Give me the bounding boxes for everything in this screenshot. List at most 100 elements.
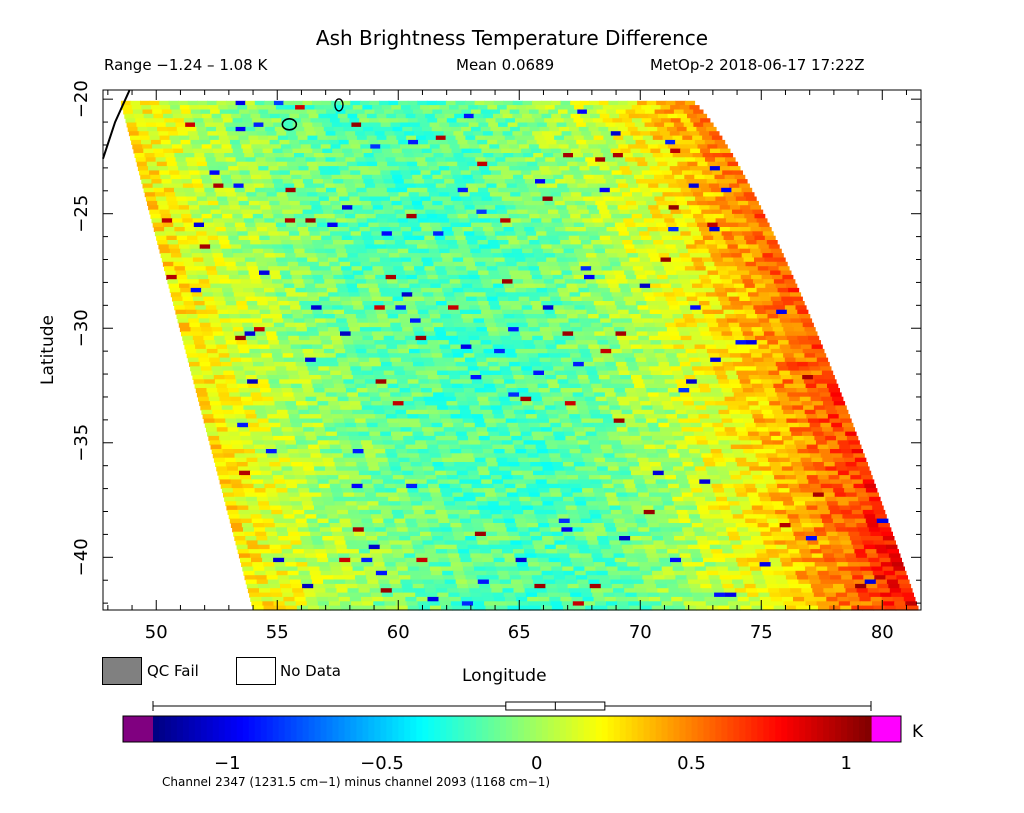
swath-cell xyxy=(207,131,218,137)
swath-cell xyxy=(584,396,597,402)
swath-cell xyxy=(284,435,296,441)
swath-cell xyxy=(452,200,464,206)
swath-cell xyxy=(301,309,313,315)
swath-cell xyxy=(742,305,754,311)
swath-cell xyxy=(669,279,681,285)
swath-cell xyxy=(528,144,540,150)
swath-cell xyxy=(530,361,542,367)
swath-cell xyxy=(157,200,168,206)
swath-cell xyxy=(595,427,607,433)
swath-cell xyxy=(304,318,316,324)
swath-cell xyxy=(380,170,392,176)
swath-cell xyxy=(234,122,245,128)
swath-cell xyxy=(707,144,718,150)
swath-cell xyxy=(577,440,590,446)
swath-cell xyxy=(621,192,633,198)
swath-cell xyxy=(514,135,526,141)
swath-cell xyxy=(256,161,268,167)
swath-cell xyxy=(236,161,248,167)
swath-cell xyxy=(619,166,631,172)
swath-cell xyxy=(784,279,796,285)
swath-cell xyxy=(376,279,388,285)
swath-cell xyxy=(779,370,791,376)
swath-cell xyxy=(218,135,230,141)
swath-cell xyxy=(262,435,274,441)
swath-cell xyxy=(451,196,462,202)
swath-cell xyxy=(215,227,227,232)
swath-cell xyxy=(493,113,504,119)
swath-cell xyxy=(521,170,532,176)
swath-cell xyxy=(406,244,418,250)
swath-cell xyxy=(665,244,677,250)
swath-cell xyxy=(212,179,223,185)
swath-cell xyxy=(686,179,698,185)
swath-cell xyxy=(205,266,217,272)
swath-cell xyxy=(247,105,258,111)
swath-cell xyxy=(166,161,178,167)
swath-cell xyxy=(374,375,386,380)
swath-cell xyxy=(464,292,476,298)
swath-cell xyxy=(798,422,811,428)
swath-cell xyxy=(666,200,678,206)
swath-cell xyxy=(684,100,696,106)
swath-cell xyxy=(300,305,312,311)
swath-cell xyxy=(212,148,224,154)
swath-cell xyxy=(297,227,309,232)
swath-cell xyxy=(506,353,518,359)
swath-cell xyxy=(210,109,221,115)
swath-cell xyxy=(209,401,222,407)
swath-cell xyxy=(470,340,482,346)
swath-cell xyxy=(629,283,641,289)
swath-cell xyxy=(199,135,210,141)
swath-cell xyxy=(236,192,247,198)
swath-cell xyxy=(618,126,629,132)
swath-cell xyxy=(806,444,819,450)
swath-cell xyxy=(654,218,665,224)
swath-cell xyxy=(687,414,700,420)
swath-cell xyxy=(407,379,419,385)
swath-cell xyxy=(447,139,459,145)
swath-cell xyxy=(541,170,552,176)
swath-cell xyxy=(577,109,588,115)
swath-cell xyxy=(382,205,394,211)
swath-cell xyxy=(499,166,510,172)
swath-cell xyxy=(214,187,226,193)
swath-cell xyxy=(696,113,708,119)
swath-cell xyxy=(432,174,444,180)
swath-cell xyxy=(144,153,156,158)
swath-cell xyxy=(330,409,343,415)
swath-cell xyxy=(328,440,340,446)
swath-cell xyxy=(347,161,358,167)
swath-cell xyxy=(536,205,547,211)
swath-cell xyxy=(332,340,344,346)
swath-cell xyxy=(199,322,212,328)
swath-cell xyxy=(690,392,703,398)
swath-cell xyxy=(647,161,658,167)
swath-cell xyxy=(820,422,832,428)
swath-cell xyxy=(788,314,800,319)
swath-cell xyxy=(237,231,249,237)
swath-cell xyxy=(625,122,636,128)
swath-cell xyxy=(315,431,327,437)
swath-cell xyxy=(532,222,544,228)
swath-cell xyxy=(566,375,579,380)
swath-cell xyxy=(555,283,567,289)
swath-cell xyxy=(591,353,603,359)
swath-cell xyxy=(313,388,326,393)
swath-cell xyxy=(254,100,265,106)
swath-cell xyxy=(751,327,763,333)
swath-cell xyxy=(647,144,659,150)
swath-cell xyxy=(228,166,239,172)
swath-cell xyxy=(416,444,428,450)
swath-cell xyxy=(502,131,513,137)
swath-cell xyxy=(227,105,238,111)
swath-cell xyxy=(190,287,202,293)
swath-cell xyxy=(229,205,241,211)
swath-cell xyxy=(261,431,273,437)
swath-cell xyxy=(672,192,684,198)
swath-cell xyxy=(585,366,597,372)
swath-cell xyxy=(355,109,366,115)
swath-cell xyxy=(408,314,420,319)
swath-cell xyxy=(379,257,391,263)
swath-cell xyxy=(730,301,742,306)
